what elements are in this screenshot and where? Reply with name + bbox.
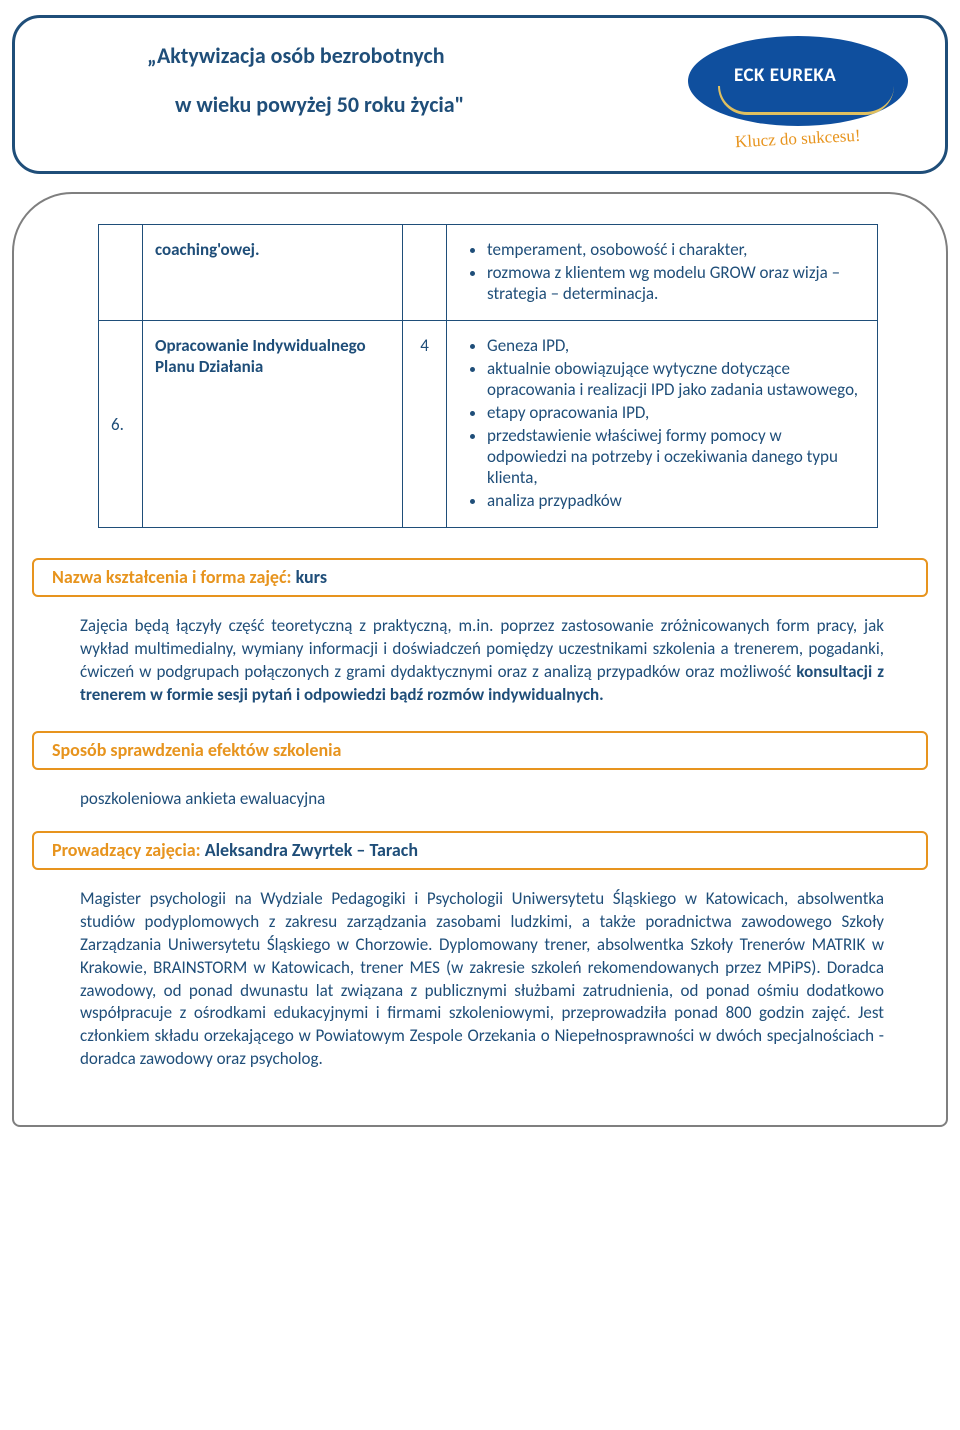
section-label: Sposób sprawdzenia efektów szkolenia (52, 739, 341, 761)
page-header: „Aktywizacja osób bezrobotnych w wieku p… (12, 15, 948, 174)
cell-desc: Geneza IPD, aktualnie obowiązujące wytyc… (447, 321, 878, 528)
table-row: coaching'owej. temperament, osobowość i … (99, 225, 878, 321)
cell-hours: 4 (403, 321, 447, 528)
bullet-item: analiza przypadków (487, 490, 865, 511)
header-title-block: „Aktywizacja osób bezrobotnych w wieku p… (37, 36, 673, 118)
bullet-item: Geneza IPD, (487, 335, 865, 356)
cell-num: 6. (99, 321, 143, 528)
table-row: 6. Opracowanie Indywidualnego Planu Dzia… (99, 321, 878, 528)
bullet-item: przedstawienie właściwej formy pomocy w … (487, 425, 865, 488)
main-content-frame: coaching'owej. temperament, osobowość i … (12, 192, 948, 1127)
section-bar-verify: Sposób sprawdzenia efektów szkolenia (32, 731, 928, 770)
curriculum-table: coaching'owej. temperament, osobowość i … (98, 224, 878, 528)
section-value: kurs (296, 566, 327, 588)
section-label: Prowadzący zajęcia: (52, 839, 205, 861)
cell-hours (403, 225, 447, 321)
section-label: Nazwa kształcenia i forma zajęć: (52, 566, 296, 588)
title-line-2: w wieku powyżej 50 roku życia" (175, 91, 673, 118)
logo-oval-icon: ECK EUREKA (688, 36, 908, 126)
form-body-plain: Zajęcia będą łączyły część teoretyczną z… (80, 615, 884, 682)
cell-num (99, 225, 143, 321)
section-bar-form: Nazwa kształcenia i forma zajęć: kurs (32, 558, 928, 597)
bullet-item: aktualnie obowiązujące wytyczne dotycząc… (487, 358, 865, 400)
section-bar-trainer: Prowadzący zajęcia: Aleksandra Zwyrtek –… (32, 831, 928, 870)
cell-label: coaching'owej. (143, 225, 403, 321)
logo-brand-text: ECK EUREKA (734, 64, 836, 87)
form-body-text: Zajęcia będą łączyły część teoretyczną z… (80, 615, 884, 707)
cell-desc: temperament, osobowość i charakter, rozm… (447, 225, 878, 321)
trainer-body-text: Magister psychologii na Wydziale Pedagog… (80, 888, 884, 1072)
title-line-1: „Aktywizacja osób bezrobotnych (147, 42, 673, 69)
cell-label: Opracowanie Indywidualnego Planu Działan… (143, 321, 403, 528)
verify-body-text: poszkoleniowa ankieta ewaluacyjna (80, 788, 884, 809)
bullet-item: temperament, osobowość i charakter, (487, 239, 865, 260)
logo-block: ECK EUREKA Klucz do sukcesu! (673, 36, 923, 149)
logo-tagline: Klucz do sukcesu! (735, 126, 861, 153)
section-value: Aleksandra Zwyrtek – Tarach (205, 839, 418, 861)
bullet-item: rozmowa z klientem wg modelu GROW oraz w… (487, 262, 865, 304)
bullet-item: etapy opracowania IPD, (487, 402, 865, 423)
